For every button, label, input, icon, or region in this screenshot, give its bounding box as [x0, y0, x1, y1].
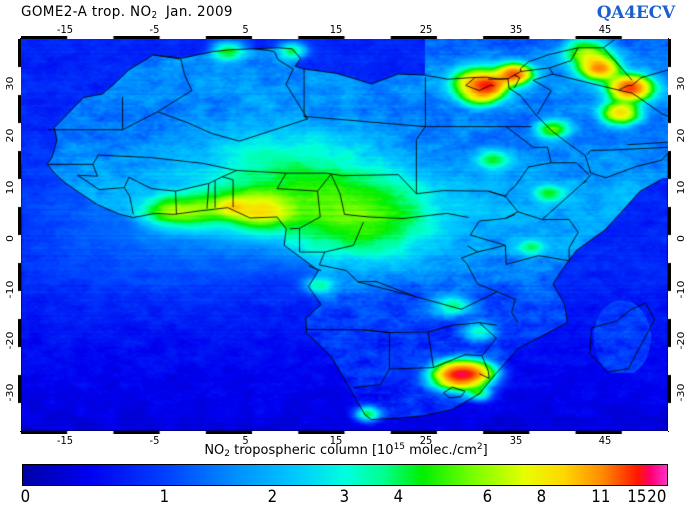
x-axis-tick-top-25: 25 [419, 23, 433, 36]
x-axis-tick-top-35: 35 [509, 23, 522, 36]
colorbar-tick-15: 15 [627, 487, 647, 507]
y-axis-tick-left-neg10: -10 [4, 280, 16, 299]
x-axis-tick-top-5: 5 [242, 23, 249, 36]
colorbar-label-tail: molec./cm [405, 443, 477, 458]
colorbar-exponent: 15 [393, 442, 406, 452]
page-title: GOME2-A trop. NO2 Jan. 2009 [21, 4, 233, 21]
y-axis-tick-left-30: 30 [4, 76, 16, 91]
x-axis-tick-top-neg15: -15 [56, 23, 74, 36]
y-axis-tick-left-neg20: -20 [4, 331, 16, 350]
x-axis-tick-bottom-15: 15 [329, 434, 343, 447]
colorbar-label-close: ] [482, 443, 488, 458]
title-species-prefix: GOME2-A trop. NO [21, 4, 152, 20]
x-axis-tick-bottom-25: 25 [419, 434, 433, 447]
x-axis-tick-bottom-neg15: -15 [56, 434, 74, 447]
x-axis-tick-top-neg5: -5 [149, 23, 160, 36]
y-axis-tick-right-20: 20 [675, 128, 687, 143]
colorbar-tick-11: 11 [590, 487, 610, 507]
y-axis-tick-left-0: 0 [4, 235, 16, 243]
colorbar-tick-4: 4 [393, 487, 403, 507]
y-axis-tick-right-0: 0 [675, 235, 687, 243]
y-axis-tick-left-neg30: -30 [4, 383, 16, 402]
colorbar-area-exponent: 2 [476, 442, 483, 452]
axis-frame-right [668, 39, 671, 431]
no2-map-heatmap [21, 39, 668, 431]
y-axis-tick-left-10: 10 [4, 180, 16, 195]
colorbar-tick-0: 0 [20, 487, 31, 507]
axis-frame-bottom [21, 431, 668, 434]
title-date: Jan. 2009 [165, 4, 233, 20]
colorbar-title: NO2 tropospheric column [1015 molec./cm2… [0, 442, 692, 459]
x-axis-tick-top-45: 45 [599, 23, 612, 36]
x-axis-tick-bottom-45: 45 [599, 434, 612, 447]
map-plot-area [21, 39, 668, 431]
x-axis-tick-bottom-neg5: -5 [149, 434, 160, 447]
y-axis-tick-right-10: 10 [675, 180, 687, 195]
colorbar-tick-3: 3 [339, 487, 350, 507]
y-axis-tick-right-30: 30 [675, 76, 687, 91]
title-row: GOME2-A trop. NO2 Jan. 2009 QA4ECV [0, 0, 692, 28]
x-axis-tick-top-15: 15 [329, 23, 343, 36]
colorbar-gradient [23, 465, 667, 485]
colorbar-label-mid: tropospheric column [10 [230, 443, 394, 458]
y-axis-tick-right-neg30: -30 [675, 383, 687, 402]
y-axis-tick-right-neg20: -20 [675, 331, 687, 350]
colorbar-tick-20: 20 [647, 487, 667, 507]
colorbar-tick-8: 8 [536, 487, 547, 507]
colorbar-tick-1: 1 [160, 487, 170, 507]
x-axis-tick-bottom-5: 5 [242, 434, 249, 447]
title-species-subscript: 2 [151, 10, 158, 21]
colorbar-species-prefix: NO [204, 443, 225, 458]
colorbar [22, 464, 668, 486]
colorbar-species-subscript: 2 [224, 449, 231, 459]
x-axis-tick-bottom-35: 35 [509, 434, 522, 447]
y-axis-tick-right-neg10: -10 [675, 280, 687, 299]
colorbar-tick-2: 2 [267, 487, 277, 507]
y-axis-tick-left-20: 20 [4, 128, 16, 143]
qa4ecv-logo: QA4ECV [596, 3, 676, 23]
colorbar-tick-6: 6 [483, 487, 493, 507]
